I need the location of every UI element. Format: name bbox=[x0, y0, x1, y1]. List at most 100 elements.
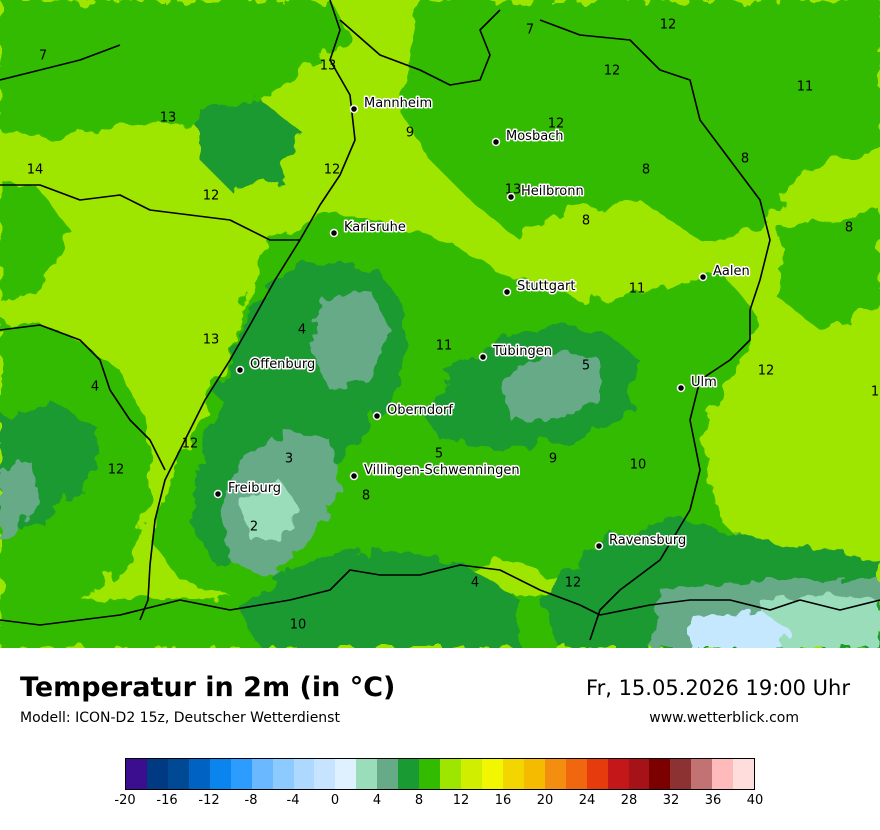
legend-swatch bbox=[565, 759, 587, 789]
temperature-value: 12 bbox=[565, 576, 582, 591]
temperature-value: 13 bbox=[320, 59, 337, 74]
temperature-value: 10 bbox=[290, 618, 307, 633]
city-dot-icon bbox=[502, 287, 512, 297]
city-marker: Heilbronn bbox=[506, 183, 585, 202]
cool-region-alb bbox=[500, 350, 600, 420]
legend-tick-label: 8 bbox=[414, 793, 424, 808]
legend-tick-label: -20 bbox=[114, 793, 136, 808]
city-label: Oberndorf bbox=[387, 403, 453, 418]
color-legend bbox=[125, 758, 755, 790]
city-marker: Freiburg bbox=[213, 480, 283, 499]
temperature-value: 8 bbox=[582, 214, 590, 229]
temperature-value: 12 bbox=[548, 117, 565, 132]
legend-swatch bbox=[419, 759, 441, 789]
temperature-value: 12 bbox=[604, 64, 621, 79]
city-label: Offenburg bbox=[250, 357, 315, 372]
legend-swatch bbox=[398, 759, 420, 789]
city-label: Karlsruhe bbox=[344, 220, 406, 235]
temperature-value: 5 bbox=[435, 447, 443, 462]
temperature-value: 8 bbox=[362, 489, 370, 504]
city-label: Freiburg bbox=[228, 481, 281, 496]
legend-tick-label: 4 bbox=[372, 793, 382, 808]
legend-swatch bbox=[314, 759, 336, 789]
city-dot-icon bbox=[329, 228, 339, 238]
legend-swatch bbox=[691, 759, 713, 789]
temperature-value: 2 bbox=[250, 520, 258, 535]
city-label: Mosbach bbox=[506, 129, 564, 144]
city-label: Ravensburg bbox=[609, 533, 686, 548]
legend-swatch bbox=[649, 759, 671, 789]
cool-region-west bbox=[0, 460, 40, 540]
city-marker: Stuttgart bbox=[502, 278, 577, 297]
temperature-value: 14 bbox=[27, 163, 44, 178]
legend-swatch bbox=[146, 759, 168, 789]
temperature-value: 8 bbox=[845, 221, 853, 236]
legend-swatch bbox=[230, 759, 252, 789]
legend-tick-label: 28 bbox=[620, 793, 638, 808]
temperature-value: 12 bbox=[758, 364, 775, 379]
city-marker: Oberndorf bbox=[372, 402, 455, 421]
border-northeast-bavaria bbox=[539, 19, 771, 641]
legend-swatch bbox=[586, 759, 608, 789]
city-label: Stuttgart bbox=[517, 279, 575, 294]
temperature-value: 9 bbox=[549, 452, 557, 467]
legend-tick-label: 12 bbox=[452, 793, 470, 808]
mid-green-region-east bbox=[780, 210, 880, 330]
border-palatinate bbox=[0, 184, 300, 241]
legend-swatch bbox=[712, 759, 734, 789]
dark-green-region-south-central bbox=[240, 550, 520, 648]
city-dot-icon bbox=[478, 352, 488, 362]
cold-region-feldberg bbox=[240, 480, 300, 540]
legend-ticks: -20 -16 -12 -8 -4 0 4 8 12 16 20 24 28 32 36 40 bbox=[114, 793, 763, 815]
city-dot-icon bbox=[372, 411, 382, 421]
city-dot-icon bbox=[676, 383, 686, 393]
temperature-value: 8 bbox=[741, 152, 749, 167]
model-info: Modell: ICON-D2 15z, Deutscher Wetterdie… bbox=[20, 710, 340, 726]
city-marker: Mosbach bbox=[491, 128, 565, 147]
border-north-hesse bbox=[339, 9, 501, 86]
legend-tick-label: 20 bbox=[536, 793, 554, 808]
mid-green-region-northeast bbox=[400, 0, 880, 240]
legend-swatch bbox=[356, 759, 378, 789]
city-dot-icon bbox=[491, 137, 501, 147]
temperature-value: 5 bbox=[582, 359, 590, 374]
temperature-value: 11 bbox=[797, 80, 814, 95]
city-marker: Villingen-Schwenningen bbox=[349, 462, 521, 481]
temperature-value: 12 bbox=[108, 463, 125, 478]
legend-tick-label: -4 bbox=[286, 793, 300, 808]
temperature-value: 4 bbox=[471, 576, 479, 591]
legend-swatch bbox=[502, 759, 524, 789]
legend-tick-label: 24 bbox=[578, 793, 596, 808]
legend-tick-label: 0 bbox=[330, 793, 340, 808]
legend-swatch bbox=[167, 759, 189, 789]
legend-tick-label: 36 bbox=[704, 793, 722, 808]
city-marker: Ulm bbox=[676, 374, 718, 393]
border-south-rhine bbox=[0, 609, 141, 626]
temperature-map: 7 12 13 12 11 13 9 12 14 12 8 8 7 8 13 8 12 11 4 13 11 5 4 12 1 1… bbox=[0, 0, 880, 648]
legend-swatch bbox=[188, 759, 210, 789]
city-marker: Karlsruhe bbox=[329, 219, 407, 238]
city-dot-icon bbox=[698, 272, 708, 282]
border-rhine-west bbox=[139, 0, 356, 621]
legend-tick-label: 32 bbox=[662, 793, 680, 808]
temperature-value: 1 bbox=[871, 385, 879, 400]
temperature-value: 12 bbox=[660, 18, 677, 33]
temperature-value: 13 bbox=[203, 333, 220, 348]
cool-region-black-forest-north bbox=[310, 290, 390, 390]
temperature-value: 13 bbox=[160, 111, 177, 126]
legend-tick-label: 16 bbox=[494, 793, 512, 808]
legend-swatch bbox=[544, 759, 566, 789]
borders bbox=[0, 0, 880, 641]
website-link[interactable]: www.wetterblick.com bbox=[649, 710, 799, 726]
dark-green-region-north-patch bbox=[200, 100, 300, 190]
legend-tick-label: 40 bbox=[746, 793, 764, 808]
legend-swatch bbox=[377, 759, 399, 789]
temperature-value: 4 bbox=[91, 380, 99, 395]
legend-swatch bbox=[293, 759, 315, 789]
legend-swatch bbox=[628, 759, 650, 789]
legend-swatch bbox=[126, 759, 147, 789]
legend-swatch bbox=[209, 759, 231, 789]
forecast-datetime: Fr, 15.05.2026 19:00 Uhr bbox=[586, 676, 850, 700]
border-southeast-austria bbox=[599, 599, 880, 616]
